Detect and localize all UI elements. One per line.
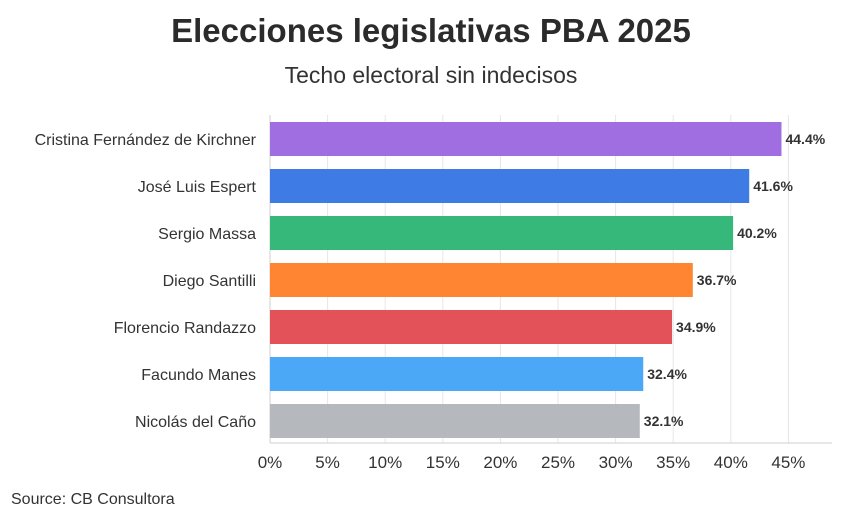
value-label: 32.4%	[647, 366, 687, 382]
x-tick-label: 25%	[541, 453, 575, 472]
bar	[270, 169, 750, 203]
value-label: 32.1%	[644, 413, 684, 429]
category-label: Diego Santilli	[163, 273, 256, 290]
bar	[270, 404, 640, 438]
category-label: Sergio Massa	[158, 226, 256, 243]
x-tick-label: 5%	[315, 453, 340, 472]
category-label: Nicolás del Caño	[135, 414, 256, 431]
bar	[270, 263, 693, 297]
category-label: Cristina Fernández de Kirchner	[35, 132, 257, 149]
chart-subtitle: Techo electoral sin indecisos	[284, 62, 578, 88]
category-label: Florencio Randazzo	[114, 320, 256, 337]
bar	[270, 216, 734, 250]
x-tick-label: 35%	[656, 453, 690, 472]
source-note: Source: CB Consultora	[11, 491, 175, 508]
value-label: 41.6%	[753, 178, 793, 194]
value-label: 40.2%	[737, 225, 777, 241]
x-tick-label: 20%	[483, 453, 517, 472]
x-tick-label: 15%	[426, 453, 460, 472]
x-tick-label: 45%	[771, 453, 805, 472]
category-label: Facundo Manes	[141, 367, 256, 384]
x-tick-label: 30%	[599, 453, 633, 472]
value-label: 44.4%	[785, 131, 825, 147]
bar	[270, 357, 644, 391]
x-tick-label: 10%	[368, 453, 402, 472]
chart-title: Elecciones legislativas PBA 2025	[171, 12, 691, 49]
x-tick-label: 40%	[714, 453, 748, 472]
bar	[270, 122, 782, 156]
value-label: 34.9%	[676, 319, 716, 335]
x-tick-label: 0%	[258, 453, 283, 472]
bar	[270, 310, 673, 344]
category-label: José Luis Espert	[138, 179, 257, 196]
value-label: 36.7%	[697, 272, 737, 288]
